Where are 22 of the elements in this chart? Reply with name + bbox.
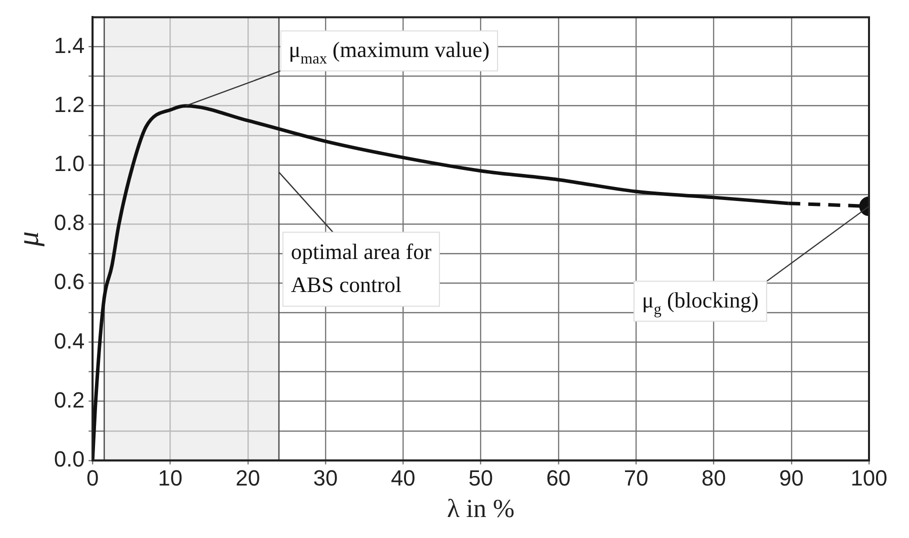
- y-tick-label: 1.0: [54, 150, 85, 176]
- y-tick-label: 0.8: [54, 210, 85, 236]
- x-tick-label: 70: [624, 466, 648, 491]
- y-axis-title: μ: [12, 231, 45, 248]
- x-tick-label: 90: [779, 466, 804, 491]
- x-tick-label: 40: [390, 466, 416, 491]
- x-tick-label: 0: [86, 466, 99, 491]
- y-tick-label: 0.0: [54, 446, 85, 472]
- x-tick-label: 100: [850, 466, 888, 491]
- band-label: optimal area for ABS control: [290, 239, 432, 298]
- x-tick-label: 80: [701, 466, 726, 491]
- x-axis-title: λ in %: [447, 494, 515, 524]
- y-tick-label: 0.4: [54, 328, 85, 354]
- x-tick-label: 20: [236, 466, 260, 491]
- y-tick-label: 1.2: [54, 92, 85, 117]
- x-tick-label: 60: [546, 466, 571, 491]
- x-tick-label: 10: [158, 466, 182, 491]
- y-tick-label: 0.6: [54, 269, 85, 294]
- x-tick-label: 50: [468, 466, 494, 491]
- x-tick-label: 30: [313, 466, 338, 491]
- y-tick-label: 0.2: [54, 387, 85, 412]
- y-tick-label: 1.4: [54, 32, 85, 58]
